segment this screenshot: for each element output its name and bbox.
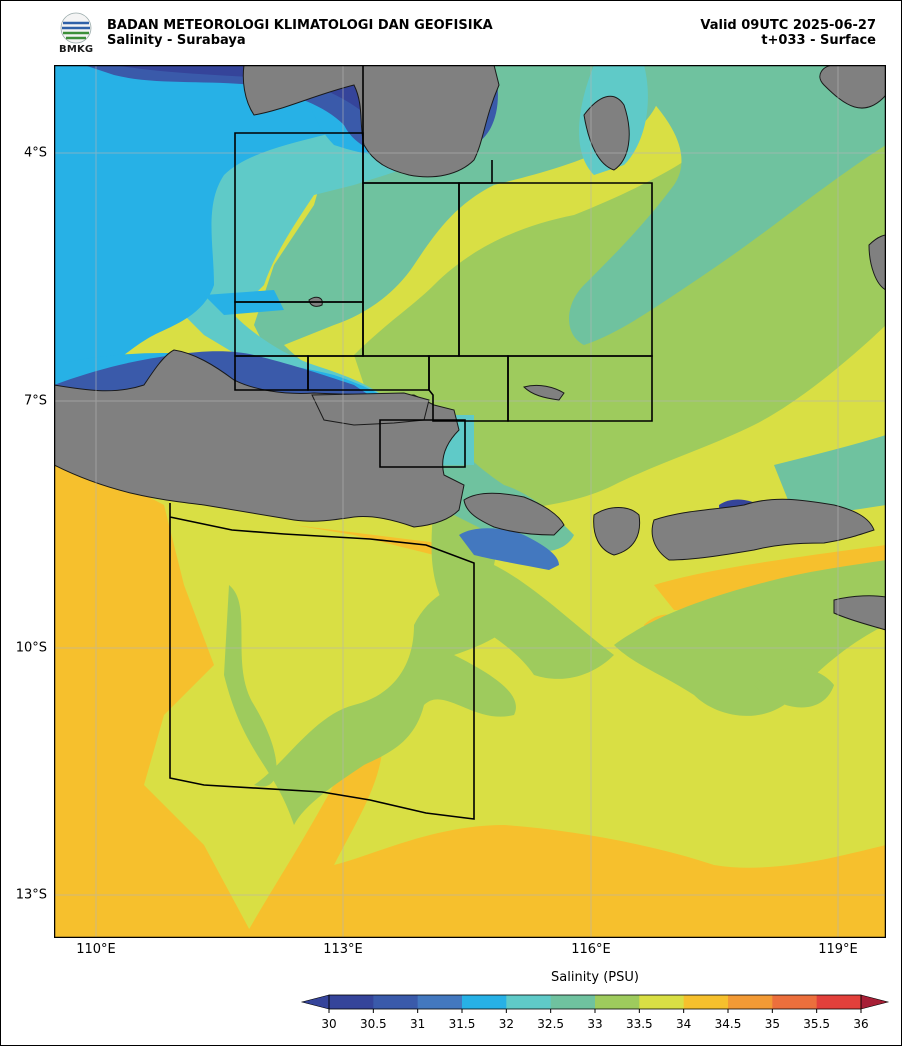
colorbar-segment [595, 995, 640, 1009]
colorbar-tick-label: 32.5 [537, 1017, 565, 1031]
colorbar-tick-label: 34 [676, 1017, 692, 1031]
lon-label-119e: 119°E [818, 942, 858, 957]
java-land [54, 349, 465, 528]
area-box-10 [362, 65, 493, 184]
salinity-34-south [54, 465, 254, 938]
salinity-31-5-west [54, 65, 358, 385]
salinity-33-east-island [754, 668, 834, 708]
area-box-south [169, 503, 475, 820]
graticule [54, 65, 886, 938]
land-masses [54, 65, 886, 631]
colorbar-tick-label: 30 [321, 1017, 337, 1031]
lon-label-113e: 113°E [323, 942, 363, 957]
colorbar-tick-label: 31 [410, 1017, 426, 1031]
colorbar [300, 994, 890, 1013]
colorbar-title: Salinity (PSU) [551, 970, 639, 985]
colorbar-segment [506, 995, 552, 1009]
colorbar-tick-label: 33.5 [625, 1017, 653, 1031]
colorbar-segment [329, 995, 374, 1009]
kangean-islands [523, 384, 565, 401]
colorbar-tick-label: 35.5 [803, 1017, 831, 1031]
colorbar-segment [728, 995, 773, 1009]
sulawesi-arm [583, 95, 630, 171]
colorbar-segment [550, 995, 596, 1009]
colorbar-tick-label: 31.5 [448, 1017, 476, 1031]
header-right: Valid 09UTC 2025-06-27 t+033 - Surface [700, 18, 876, 48]
map-border [54, 65, 886, 938]
salinity-31-bali-coast [459, 528, 559, 570]
valid-time: Valid 09UTC 2025-06-27 [700, 18, 876, 33]
colorbar-tick-label: 36 [853, 1017, 869, 1031]
lon-label-110e: 110°E [76, 942, 116, 957]
salinity-32-5-southeast [774, 435, 886, 515]
header-left: BADAN METEOROLOGI KLIMATOLOGI DAN GEOFIS… [107, 18, 493, 48]
colorbar-tick-label: 34.5 [714, 1017, 742, 1031]
colorbar-segment [772, 995, 818, 1009]
salinity-33-south-tongue [224, 581, 526, 825]
lon-label-116e: 116°E [571, 942, 611, 957]
lat-label-10s: 10°S [15, 640, 47, 656]
lat-label-7s: 7°S [23, 393, 47, 409]
forecast-area-boundaries [169, 65, 653, 820]
lat-label-13s: 13°S [15, 887, 47, 903]
colorbar-tick-label: 32 [498, 1017, 514, 1031]
lat-label-4s: 4°S [23, 145, 47, 161]
bmkg-logo [60, 12, 92, 44]
colorbar-tick-label: 35 [764, 1017, 780, 1031]
product-title: Salinity - Surabaya [107, 33, 246, 48]
lead-time: t+033 - Surface [761, 33, 876, 48]
colorbar-segment [462, 995, 507, 1009]
salinity-32-5-east [569, 65, 886, 345]
organization-title: BADAN METEOROLOGI KLIMATOLOGI DAN GEOFIS… [107, 18, 493, 33]
lombok-land [593, 507, 641, 556]
salinity-33-east [614, 560, 886, 716]
salinity-34-band [244, 702, 886, 938]
colorbar-segment [816, 995, 862, 1009]
logo-text: BMKG [59, 44, 94, 55]
borneo-land [242, 65, 500, 178]
bali-land [463, 492, 565, 536]
colorbar-segment [639, 995, 685, 1009]
colorbar-segment [373, 995, 419, 1009]
sumba-land [833, 595, 886, 631]
area-box-8 [507, 355, 653, 422]
sulawesi-land [654, 65, 886, 109]
sumbawa-land [651, 498, 875, 561]
colorbar-segment [417, 995, 463, 1009]
sulawesi-southeast [868, 234, 886, 291]
colorbar-segment [683, 995, 729, 1009]
area-box-9 [379, 419, 466, 468]
colorbar-tick-label: 33 [587, 1017, 603, 1031]
colorbar-under-arrow [300, 994, 330, 1010]
colorbar-tick-label: 30.5 [359, 1017, 387, 1031]
colorbar-over-arrow [860, 994, 890, 1010]
salinity-map [54, 65, 886, 938]
